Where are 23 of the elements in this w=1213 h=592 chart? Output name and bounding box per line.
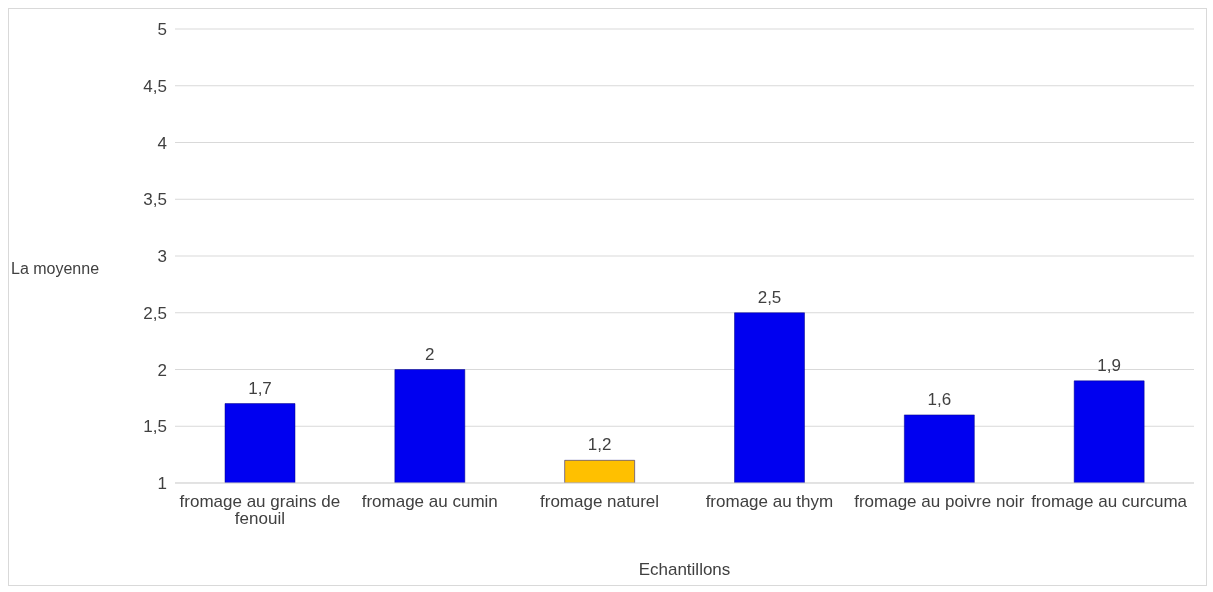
data-label: 2 (425, 344, 435, 364)
y-tick-label: 1,5 (143, 417, 167, 437)
y-tick-label: 4,5 (143, 76, 167, 96)
y-tick-label: 3,5 (143, 190, 167, 210)
data-label: 2,5 (757, 287, 782, 307)
x-tick-label: fromage au grains de fenouil (179, 492, 341, 529)
x-tick-label: fromage naturel (540, 492, 660, 512)
data-label: 1,7 (248, 378, 272, 398)
data-label: 1,6 (927, 389, 952, 409)
x-tick-label: fromage au poivre noir (854, 492, 1025, 512)
y-tick-label: 2,5 (143, 303, 167, 323)
y-tick-label: 4 (157, 133, 167, 153)
x-tick-label: fromage au curcuma (1031, 492, 1188, 512)
y-tick-label: 3 (157, 247, 167, 267)
y-tick-label: 1 (157, 474, 167, 494)
data-label: 1,2 (587, 435, 612, 455)
y-tick-label: 5 (157, 20, 167, 40)
data-label: 1,9 (1097, 355, 1121, 375)
x-tick-label: fromage au thym (705, 492, 834, 512)
x-axis-title: Echantillons (638, 560, 731, 579)
x-tick-label: fromage au cumin (361, 492, 498, 512)
y-axis-title: La moyenne (11, 259, 100, 277)
y-tick-label: 2 (157, 360, 167, 380)
